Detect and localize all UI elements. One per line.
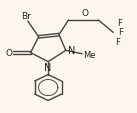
Text: Me: Me — [83, 50, 96, 59]
Text: N: N — [68, 45, 75, 55]
Text: F: F — [118, 28, 123, 37]
Text: F: F — [115, 38, 120, 47]
Text: O: O — [81, 9, 88, 18]
Text: F: F — [117, 19, 122, 28]
Text: O: O — [5, 48, 12, 57]
Text: Br: Br — [22, 12, 31, 21]
Text: N: N — [44, 63, 51, 73]
